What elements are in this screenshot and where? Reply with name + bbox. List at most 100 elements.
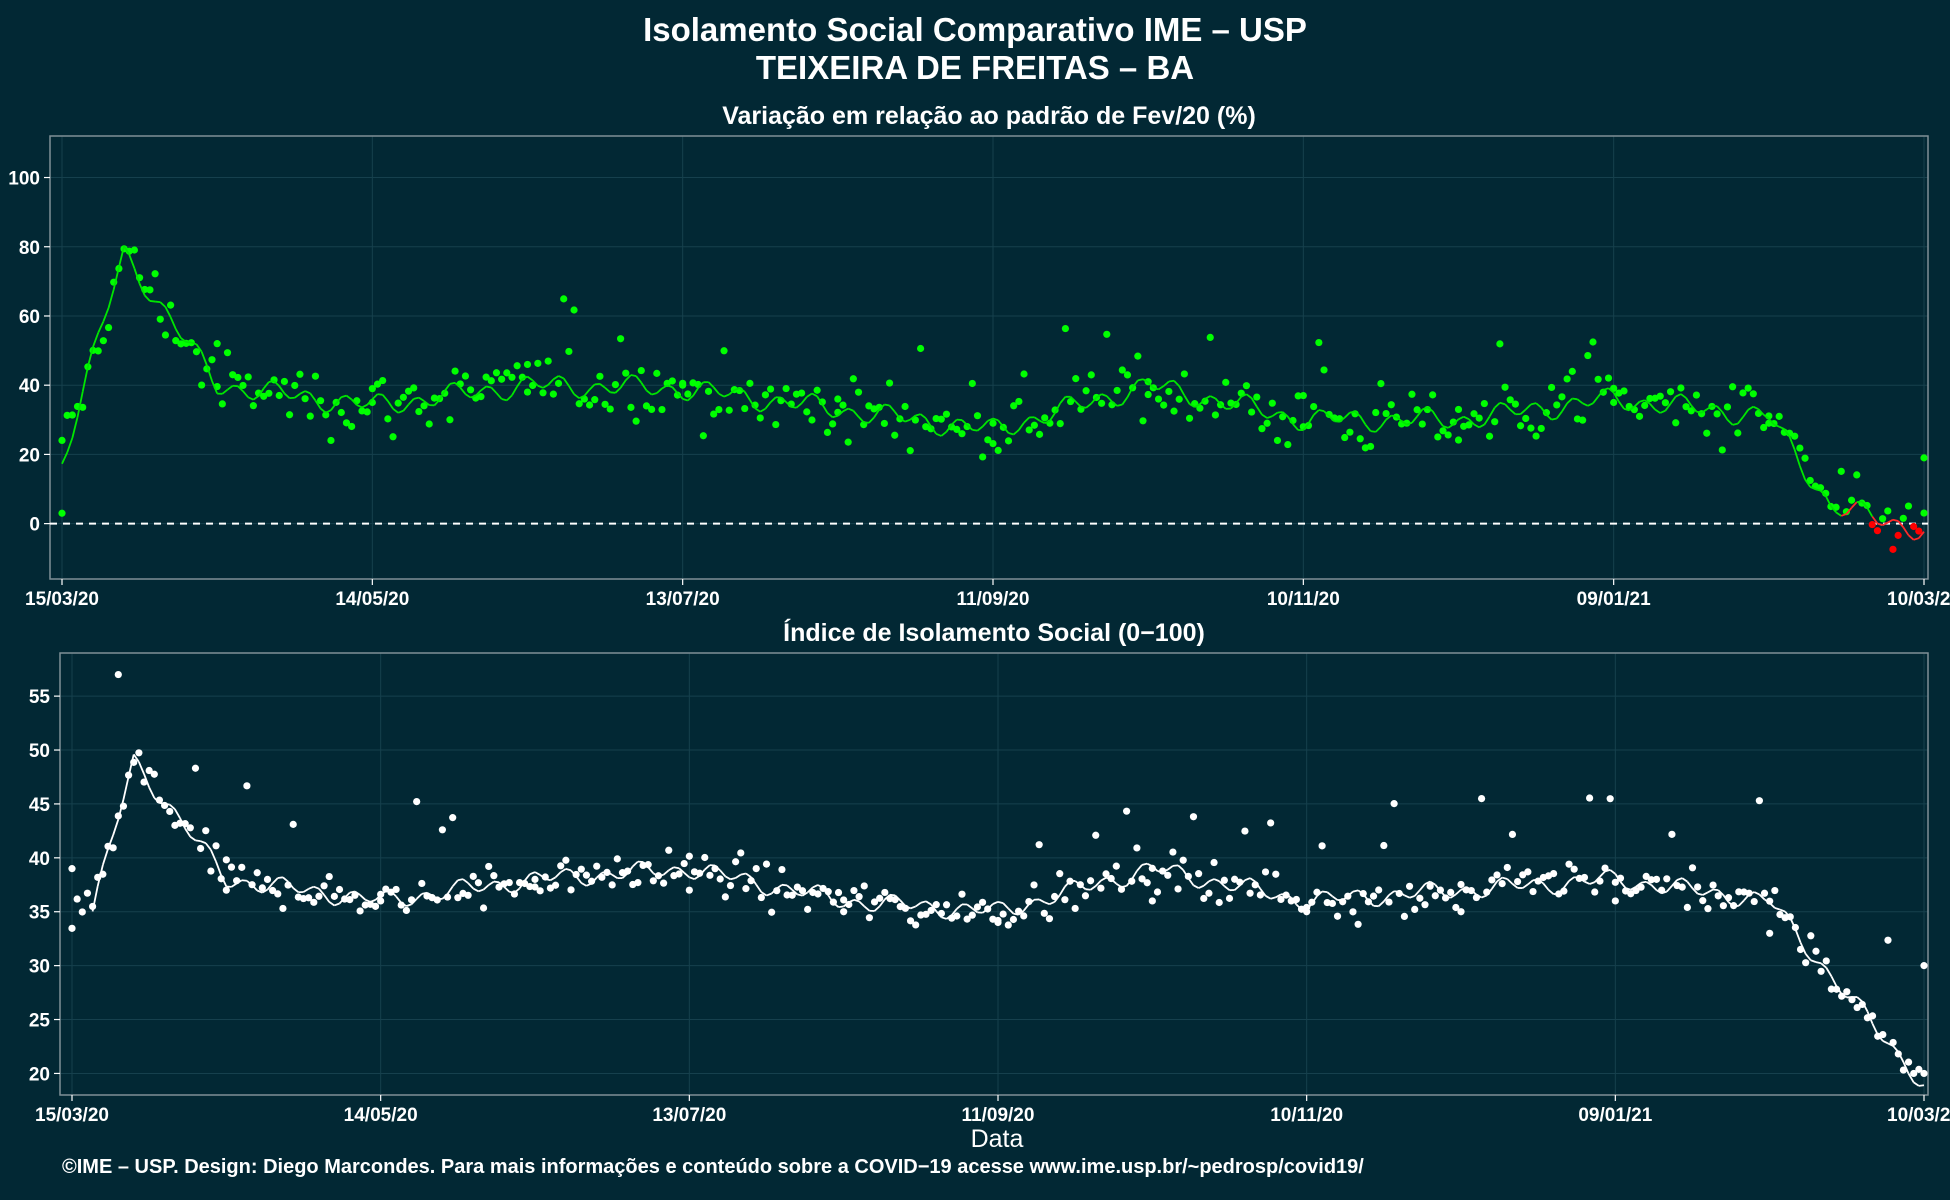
index-ma-segment [951,908,958,916]
variation-point [761,391,770,399]
index-ma-segment [266,882,274,891]
index-point [1426,882,1434,890]
index-ma-segment [159,801,165,805]
variation-x-tick-label: 09/01/21 [1577,589,1651,610]
variation-point [1791,432,1799,440]
variation-point [1211,411,1220,419]
variation-ma-segment [1349,410,1356,414]
index-point [840,908,848,916]
index-ma-segment [884,894,891,901]
index-ma-segment [1722,894,1730,903]
index-point [1138,875,1146,883]
index-panel: Índice de Isolamento Social (0−100) 20 25 3… [29,618,1950,1126]
variation-point [275,391,283,400]
index-ma-segment [549,876,557,882]
index-ma-segment [668,866,675,872]
index-point [1550,869,1558,878]
index-ma-segment [1918,1084,1925,1087]
index-ma-segment [1511,883,1519,889]
index-point [608,881,616,889]
variation-ma-segment [728,389,735,396]
index-ma-segment [406,903,412,907]
index-point [1153,888,1162,896]
variation-ma-segment [1069,396,1077,403]
index-point [1637,883,1645,891]
variation-ma-segment [1370,430,1376,433]
index-ma-segment [328,901,335,907]
index-ma-segment [1285,893,1292,899]
index-point [1215,898,1223,907]
variation-ma-segment [1721,411,1729,421]
variation-ma-segment [1106,395,1113,403]
index-ma-segment [1470,889,1478,896]
index-ma-segment [1506,878,1514,885]
variation-point [130,246,139,254]
variation-ma-segment [366,398,373,406]
variation-point [379,376,387,385]
index-ma-segment [966,903,973,910]
variation-point [322,411,330,419]
variation-point [1739,389,1747,397]
variation-point [384,415,392,423]
variation-point [1299,391,1307,400]
variation-point [1222,378,1230,386]
variation-ma-segment [1307,414,1315,424]
index-ma-segment [153,797,161,804]
index-point [958,890,966,898]
index-point [1719,902,1727,910]
variation-ma-segment [490,386,498,394]
index-ma-segment [1913,1081,1920,1087]
variation-point [1341,433,1349,442]
variation-point [575,400,583,408]
variation-point [218,400,226,408]
index-point [68,924,76,932]
index-point [1056,870,1064,878]
index-point [685,852,693,860]
variation-ma-segment [438,390,446,401]
variation-y-tick-label: 0 [29,515,40,536]
index-ma-segment [529,871,536,876]
variation-point [1641,401,1649,410]
variation-ma-segment [1380,419,1387,428]
index-point [1369,892,1378,900]
variation-point [1165,387,1173,396]
variation-ma-segment [1783,428,1791,437]
variation-point [1868,520,1876,529]
index-point [1179,856,1187,864]
variation-ma-segment [1013,429,1020,436]
variation-point [156,315,164,323]
index-ma-segment [1074,880,1081,886]
variation-ma-segment [392,408,399,414]
variation-point [989,439,997,448]
variation-point [1056,419,1064,428]
variation-point [1672,419,1680,427]
variation-ma-segment [1173,380,1180,387]
variation-ma-segment [935,432,942,437]
variation-point [565,347,573,356]
variation-x-tick-label: 10/03/21 [1887,589,1950,610]
variation-ma-segment [485,385,492,389]
index-ma-segment [915,902,922,908]
variation-point [585,401,594,409]
index-y-tick-label: 50 [29,741,50,762]
index-ma-segment [766,892,772,897]
variation-point [1470,410,1478,418]
index-point [1375,886,1383,894]
index-ma-segment [925,900,932,906]
variation-ma-segment [1313,409,1320,416]
index-ma-segment [982,908,989,914]
variation-point [1842,508,1851,516]
index-point [325,872,333,881]
index-ma-segment [1547,889,1555,895]
index-ma-segment [457,878,464,882]
index-point [1699,897,1707,905]
variation-point [146,286,154,294]
variation-ma-segment [1644,399,1651,405]
index-point [562,856,570,864]
variation-point [498,375,506,383]
index-ma-segment [1676,877,1683,881]
variation-point [1480,399,1488,408]
index-point [1071,904,1079,913]
variation-point [1015,397,1023,406]
variation-ma-segment [878,403,886,411]
